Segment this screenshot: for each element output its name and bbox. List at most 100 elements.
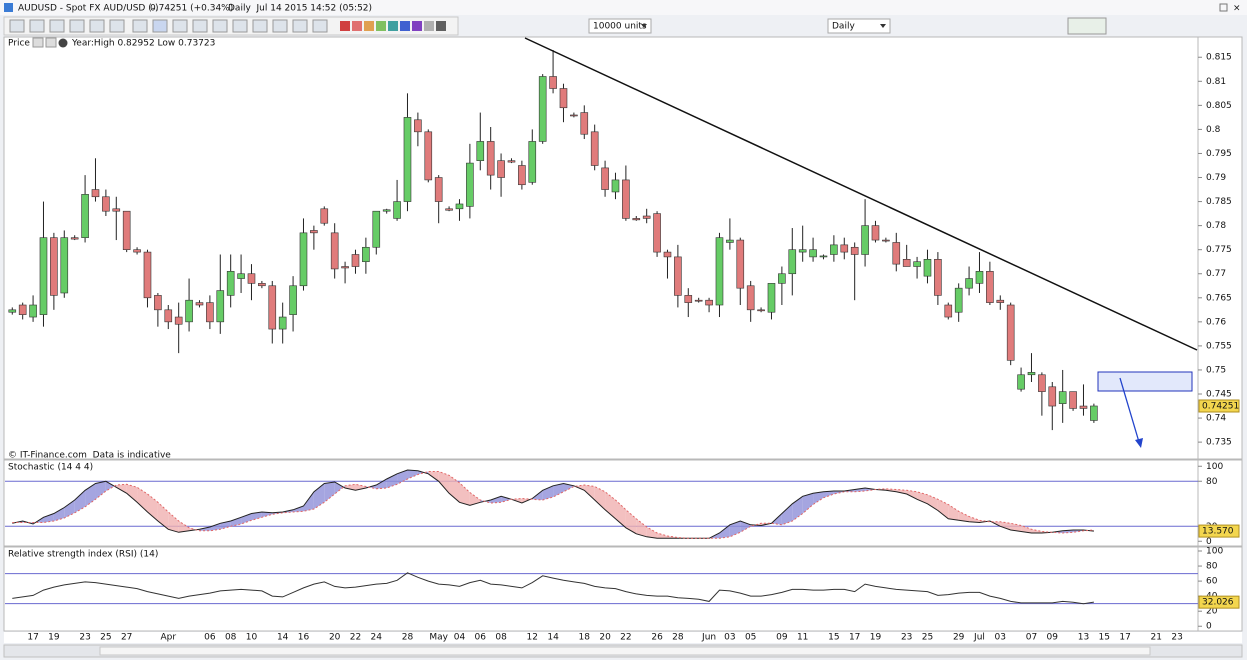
tool-button[interactable] — [152, 19, 168, 33]
tool-button[interactable] — [132, 19, 148, 33]
x-tick-label: 06 — [204, 633, 216, 643]
price-pane — [3, 36, 1243, 460]
y-tick-label: 0 — [1206, 537, 1212, 547]
x-tick-label: 19 — [870, 633, 882, 643]
candle-body — [809, 249, 817, 258]
tool-button[interactable] — [49, 19, 65, 33]
period-info: Daily Jul 14 2015 14:52 (05:52) — [228, 4, 372, 14]
cross-fill — [584, 485, 595, 500]
candle-body — [102, 196, 110, 212]
candle-body — [1038, 374, 1046, 392]
color-swatch[interactable] — [388, 21, 398, 31]
color-swatch[interactable] — [364, 21, 374, 31]
tool-button[interactable] — [252, 19, 268, 33]
candle-body — [965, 278, 973, 289]
tool-button[interactable] — [192, 19, 208, 33]
y-tick-label: 0.765 — [1206, 293, 1232, 303]
candle-body — [143, 251, 152, 299]
candle-body — [528, 141, 537, 183]
cross-fill — [896, 489, 907, 494]
candle-body — [133, 249, 141, 253]
x-tick-label: 03 — [995, 633, 1006, 643]
pane-close[interactable] — [58, 38, 68, 48]
tool-button[interactable] — [29, 19, 45, 33]
x-tick-label: Apr — [160, 633, 176, 643]
cross-fill — [397, 470, 408, 485]
indicator-line — [12, 471, 1094, 539]
tool-button[interactable] — [9, 19, 25, 33]
trend-line — [524, 37, 1198, 351]
candle-body — [757, 309, 765, 312]
candle-body — [913, 261, 921, 267]
pane-icon[interactable] — [32, 37, 44, 48]
tool-button[interactable] — [109, 19, 125, 33]
candle-body — [674, 256, 682, 296]
color-swatch[interactable] — [412, 21, 422, 31]
tool-button[interactable] — [89, 19, 105, 33]
candle-body — [122, 210, 131, 250]
cross-fill — [168, 512, 179, 533]
indicator-title: Stochastic (14 4 4) — [8, 463, 93, 473]
color-swatch[interactable] — [376, 21, 386, 31]
cross-fill — [937, 499, 949, 519]
pane-icon[interactable] — [45, 37, 57, 48]
color-swatch[interactable] — [424, 21, 434, 31]
candle-body — [549, 76, 557, 89]
cross-fill — [459, 482, 470, 506]
candle-body — [39, 237, 48, 315]
cross-fill — [948, 504, 959, 521]
candle-body — [590, 131, 599, 166]
cross-fill — [553, 483, 564, 497]
candle-body — [559, 88, 568, 109]
tool-button[interactable] — [69, 19, 85, 33]
cross-fill — [719, 524, 730, 539]
candle-body — [497, 160, 505, 178]
cross-fill — [594, 486, 606, 510]
candle-body — [237, 273, 245, 279]
scroll-thumb[interactable] — [99, 646, 1151, 656]
cross-fill — [1010, 523, 1022, 532]
x-tick-label: Jun — [701, 633, 716, 643]
candle-body — [830, 244, 838, 255]
x-tick-label: 13 — [1078, 633, 1089, 643]
tool-button[interactable] — [292, 19, 308, 33]
x-tick-label: 09 — [776, 633, 788, 643]
restore-button[interactable] — [1219, 3, 1228, 12]
candle-body — [611, 179, 620, 193]
candle-body — [882, 239, 890, 242]
tool-button[interactable] — [312, 19, 328, 33]
tool-button[interactable] — [232, 19, 248, 33]
y-tick-label: 0.775 — [1206, 245, 1232, 255]
y-tick-label: 0.805 — [1206, 101, 1232, 111]
candle-body — [174, 316, 183, 325]
symbol: AUDUSD - Spot FX AUD/USD (-) — [18, 4, 158, 14]
x-tick-label: May — [429, 633, 448, 643]
cross-fill — [386, 473, 398, 488]
y-tick-label: 60 — [1206, 577, 1218, 587]
cross-fill — [293, 506, 304, 512]
period-dropdown[interactable] — [827, 18, 891, 34]
color-swatch[interactable] — [340, 21, 350, 31]
x-tick-label: 26 — [651, 633, 663, 643]
x-tick-label: 11 — [797, 633, 808, 643]
units-value: 10000 units — [593, 22, 647, 32]
x-tick-label: 08 — [495, 633, 507, 643]
tool-button[interactable] — [212, 19, 228, 33]
candle-body — [632, 218, 641, 221]
candle-body — [29, 304, 37, 318]
x-tick-label: 23 — [79, 633, 90, 643]
close-button[interactable]: × — [1233, 4, 1241, 14]
chart-style-button[interactable] — [1067, 17, 1107, 35]
tool-button[interactable] — [272, 19, 288, 33]
price-title: Price — [8, 39, 30, 49]
color-swatch[interactable] — [436, 21, 446, 31]
cross-fill — [116, 484, 127, 494]
color-swatch[interactable] — [400, 21, 410, 31]
cross-fill — [823, 491, 834, 498]
x-tick-label: 20 — [329, 633, 341, 643]
cross-fill — [501, 496, 512, 503]
x-tick-label: 08 — [225, 633, 237, 643]
tool-button[interactable] — [172, 19, 188, 33]
units-dropdown[interactable] — [588, 18, 652, 34]
color-swatch[interactable] — [352, 21, 362, 31]
